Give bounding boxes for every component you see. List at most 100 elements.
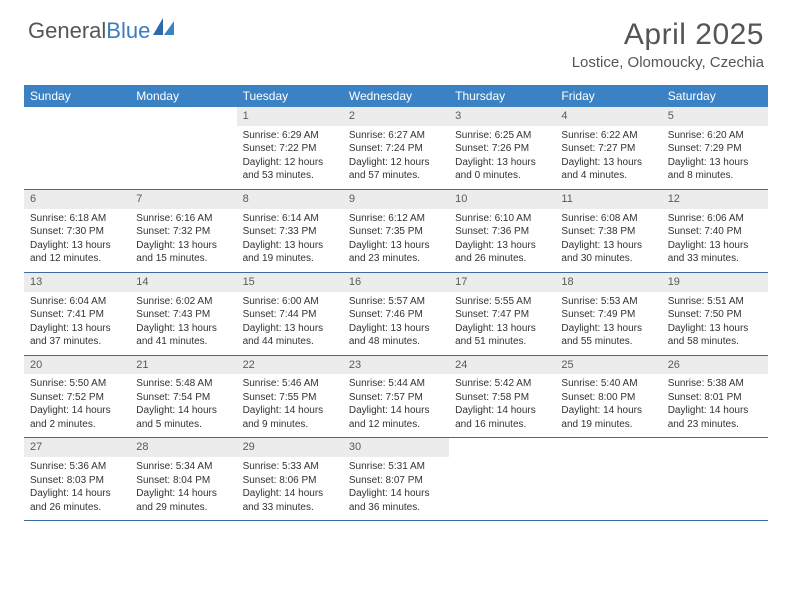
calendar-cell [130,107,236,189]
day-number: 6 [24,190,130,209]
calendar-cell: 26Sunrise: 5:38 AMSunset: 8:01 PMDayligh… [662,356,768,438]
sunrise-text: Sunrise: 5:53 AM [561,295,655,309]
day-body: Sunrise: 5:31 AMSunset: 8:07 PMDaylight:… [343,457,449,520]
calendar-cell: 13Sunrise: 6:04 AMSunset: 7:41 PMDayligh… [24,273,130,355]
day-body: Sunrise: 6:04 AMSunset: 7:41 PMDaylight:… [24,292,130,355]
day-body: Sunrise: 5:40 AMSunset: 8:00 PMDaylight:… [555,374,661,437]
calendar-cell [662,438,768,520]
day-number: 25 [555,356,661,375]
sunset-text: Sunset: 8:07 PM [349,474,443,488]
day-number: 15 [237,273,343,292]
daylight-text: Daylight: 14 hours and 36 minutes. [349,487,443,514]
month-title: April 2025 [572,18,764,52]
calendar-cell: 16Sunrise: 5:57 AMSunset: 7:46 PMDayligh… [343,273,449,355]
sunset-text: Sunset: 7:35 PM [349,225,443,239]
sunrise-text: Sunrise: 5:42 AM [455,377,549,391]
day-body: Sunrise: 6:02 AMSunset: 7:43 PMDaylight:… [130,292,236,355]
daylight-text: Daylight: 13 hours and 26 minutes. [455,239,549,266]
daylight-text: Daylight: 13 hours and 0 minutes. [455,156,549,183]
day-number: 7 [130,190,236,209]
day-number: 12 [662,190,768,209]
day-body: Sunrise: 6:12 AMSunset: 7:35 PMDaylight:… [343,209,449,272]
sunrise-text: Sunrise: 5:55 AM [455,295,549,309]
day-number: 2 [343,107,449,126]
day-body: Sunrise: 5:38 AMSunset: 8:01 PMDaylight:… [662,374,768,437]
day-number: 13 [24,273,130,292]
day-body: Sunrise: 5:36 AMSunset: 8:03 PMDaylight:… [24,457,130,520]
calendar-cell: 7Sunrise: 6:16 AMSunset: 7:32 PMDaylight… [130,190,236,272]
day-number: 20 [24,356,130,375]
daylight-text: Daylight: 13 hours and 8 minutes. [668,156,762,183]
calendar-cell: 11Sunrise: 6:08 AMSunset: 7:38 PMDayligh… [555,190,661,272]
day-number: 26 [662,356,768,375]
calendar-day-header: Sunday Monday Tuesday Wednesday Thursday… [24,85,768,107]
daylight-text: Daylight: 12 hours and 57 minutes. [349,156,443,183]
sunrise-text: Sunrise: 6:00 AM [243,295,337,309]
sunset-text: Sunset: 7:54 PM [136,391,230,405]
calendar-cell [24,107,130,189]
day-body: Sunrise: 6:29 AMSunset: 7:22 PMDaylight:… [237,126,343,189]
day-number: 4 [555,107,661,126]
daylight-text: Daylight: 14 hours and 16 minutes. [455,404,549,431]
calendar-cell: 25Sunrise: 5:40 AMSunset: 8:00 PMDayligh… [555,356,661,438]
daylight-text: Daylight: 13 hours and 4 minutes. [561,156,655,183]
calendar-cell: 8Sunrise: 6:14 AMSunset: 7:33 PMDaylight… [237,190,343,272]
day-body: Sunrise: 5:55 AMSunset: 7:47 PMDaylight:… [449,292,555,355]
dayhead-monday: Monday [130,85,236,107]
calendar-week: 6Sunrise: 6:18 AMSunset: 7:30 PMDaylight… [24,190,768,273]
day-number: 9 [343,190,449,209]
day-number: 10 [449,190,555,209]
daylight-text: Daylight: 14 hours and 19 minutes. [561,404,655,431]
day-body: Sunrise: 6:18 AMSunset: 7:30 PMDaylight:… [24,209,130,272]
daylight-text: Daylight: 13 hours and 51 minutes. [455,322,549,349]
sunrise-text: Sunrise: 6:08 AM [561,212,655,226]
day-body: Sunrise: 6:14 AMSunset: 7:33 PMDaylight:… [237,209,343,272]
calendar-cell: 10Sunrise: 6:10 AMSunset: 7:36 PMDayligh… [449,190,555,272]
day-body: Sunrise: 6:08 AMSunset: 7:38 PMDaylight:… [555,209,661,272]
calendar-cell: 1Sunrise: 6:29 AMSunset: 7:22 PMDaylight… [237,107,343,189]
sunset-text: Sunset: 8:03 PM [30,474,124,488]
calendar-week: 20Sunrise: 5:50 AMSunset: 7:52 PMDayligh… [24,356,768,439]
page-header: GeneralBlue April 2025 Lostice, Olomouck… [0,0,792,79]
daylight-text: Daylight: 13 hours and 19 minutes. [243,239,337,266]
day-body: Sunrise: 5:33 AMSunset: 8:06 PMDaylight:… [237,457,343,520]
day-number: 5 [662,107,768,126]
sunset-text: Sunset: 7:55 PM [243,391,337,405]
sunrise-text: Sunrise: 6:14 AM [243,212,337,226]
sunset-text: Sunset: 7:24 PM [349,142,443,156]
calendar-cell: 17Sunrise: 5:55 AMSunset: 7:47 PMDayligh… [449,273,555,355]
calendar-cell: 27Sunrise: 5:36 AMSunset: 8:03 PMDayligh… [24,438,130,520]
daylight-text: Daylight: 14 hours and 2 minutes. [30,404,124,431]
daylight-text: Daylight: 13 hours and 58 minutes. [668,322,762,349]
sunset-text: Sunset: 8:01 PM [668,391,762,405]
day-body: Sunrise: 6:16 AMSunset: 7:32 PMDaylight:… [130,209,236,272]
sunrise-text: Sunrise: 6:20 AM [668,129,762,143]
sunset-text: Sunset: 7:29 PM [668,142,762,156]
daylight-text: Daylight: 14 hours and 9 minutes. [243,404,337,431]
sunset-text: Sunset: 7:50 PM [668,308,762,322]
sunset-text: Sunset: 7:47 PM [455,308,549,322]
sunrise-text: Sunrise: 6:10 AM [455,212,549,226]
dayhead-thursday: Thursday [449,85,555,107]
day-body: Sunrise: 6:06 AMSunset: 7:40 PMDaylight:… [662,209,768,272]
calendar-cell: 18Sunrise: 5:53 AMSunset: 7:49 PMDayligh… [555,273,661,355]
calendar-cell: 23Sunrise: 5:44 AMSunset: 7:57 PMDayligh… [343,356,449,438]
calendar-cell: 29Sunrise: 5:33 AMSunset: 8:06 PMDayligh… [237,438,343,520]
daylight-text: Daylight: 13 hours and 44 minutes. [243,322,337,349]
day-number: 8 [237,190,343,209]
sunset-text: Sunset: 7:57 PM [349,391,443,405]
day-number: 11 [555,190,661,209]
calendar-cell [449,438,555,520]
sunset-text: Sunset: 7:27 PM [561,142,655,156]
day-number: 16 [343,273,449,292]
sunrise-text: Sunrise: 6:27 AM [349,129,443,143]
daylight-text: Daylight: 13 hours and 41 minutes. [136,322,230,349]
calendar-week: 13Sunrise: 6:04 AMSunset: 7:41 PMDayligh… [24,273,768,356]
sunrise-text: Sunrise: 5:44 AM [349,377,443,391]
daylight-text: Daylight: 13 hours and 30 minutes. [561,239,655,266]
sunrise-text: Sunrise: 6:06 AM [668,212,762,226]
daylight-text: Daylight: 14 hours and 23 minutes. [668,404,762,431]
sunset-text: Sunset: 7:52 PM [30,391,124,405]
daylight-text: Daylight: 13 hours and 37 minutes. [30,322,124,349]
calendar-cell: 20Sunrise: 5:50 AMSunset: 7:52 PMDayligh… [24,356,130,438]
